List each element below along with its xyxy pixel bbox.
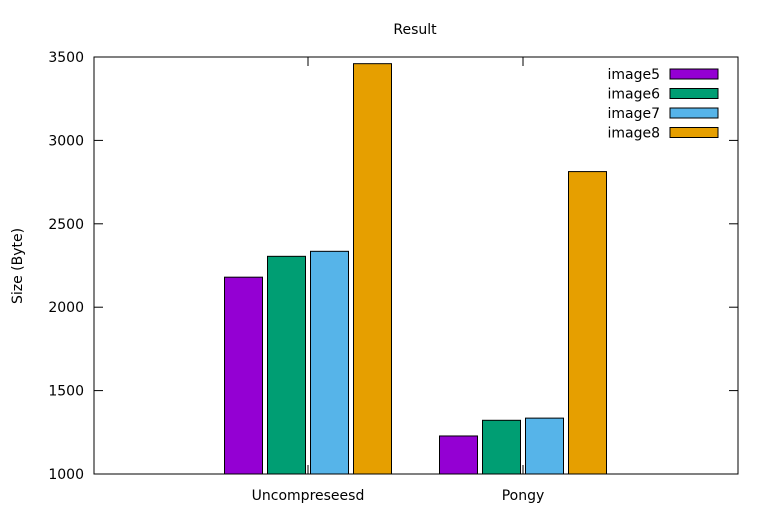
legend-label-image7: image7 [607,106,660,122]
y-tick-label: 3000 [48,133,84,149]
bar-image5-0 [224,276,263,475]
y-tick-label: 3500 [48,50,84,66]
y-tick-label: 2500 [48,217,84,233]
bar-image8-1 [568,171,607,475]
bar-image5-1 [439,435,478,475]
y-tick-label: 1000 [48,467,84,483]
axes: 1000 1500 2000 2500 3000 3500 Uncompreseesd Pon… [48,50,738,504]
x-category-label: Pongy [502,488,545,504]
y-tick-label: 1500 [48,384,84,400]
y-axis-label: Size (Byte) [10,228,26,304]
bar-image7-1 [525,417,564,475]
legend: image5 image6 image7 image8 [607,67,719,142]
chart-title: Result [393,22,437,38]
legend-swatch-image7 [669,107,719,119]
plot-frame [93,56,739,475]
legend-label-image5: image5 [607,67,660,83]
legend-swatch-image5 [669,68,719,80]
legend-swatch-image8 [669,127,719,138]
legend-label-image8: image8 [607,126,660,142]
bar-image6-1 [482,419,521,475]
legend-swatch-image6 [669,88,719,99]
bars [224,63,607,475]
legend-label-image6: image6 [607,87,660,103]
bar-image6-0 [267,255,306,475]
y-tick-label: 2000 [48,300,84,316]
bar-image8-0 [353,63,392,475]
bar-image7-0 [310,250,349,475]
x-category-label: Uncompreseesd [252,488,365,504]
